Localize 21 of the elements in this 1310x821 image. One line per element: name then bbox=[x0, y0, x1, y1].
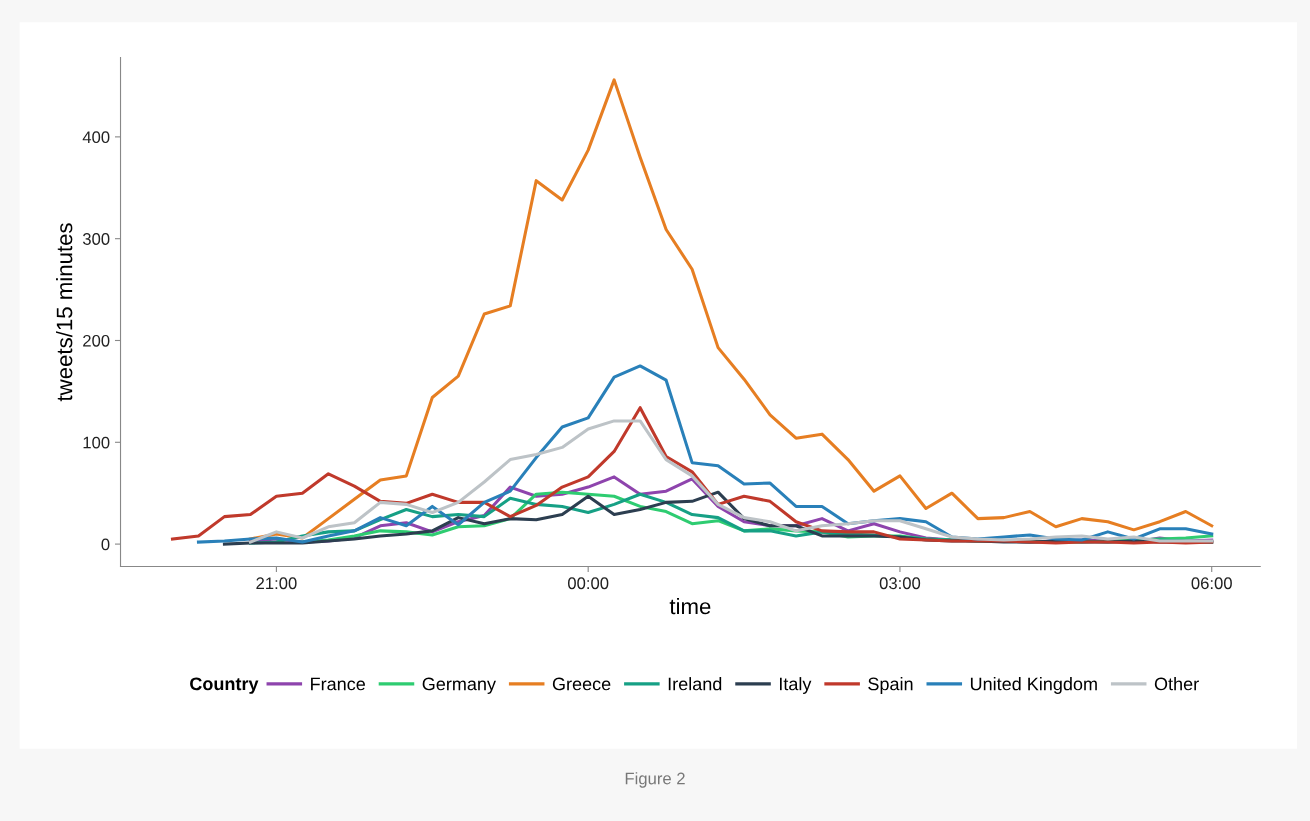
caption: Figure 2 bbox=[625, 772, 685, 788]
y-tick-label: 100 bbox=[83, 436, 110, 449]
legend-label: France bbox=[311, 677, 365, 691]
legend-label: Other bbox=[1154, 677, 1199, 691]
x-tick-label: 21:00 bbox=[256, 577, 297, 590]
x-tick-label: 03:00 bbox=[879, 577, 921, 590]
legend-label: Ireland bbox=[668, 677, 722, 691]
y-tick-label: 300 bbox=[82, 233, 110, 245]
legend-label: Greece bbox=[552, 677, 611, 691]
legend-label: Spain bbox=[868, 677, 913, 694]
y-axis-title: tweets/15 minutes bbox=[56, 223, 73, 402]
x-tick-label: 06:00 bbox=[1191, 577, 1232, 590]
y-tick-label: 400 bbox=[82, 131, 110, 144]
x-tick-label: 00:00 bbox=[567, 577, 609, 590]
legend-label: Germany bbox=[422, 677, 496, 694]
y-tick-label: 200 bbox=[83, 334, 110, 347]
legend-title: Country bbox=[190, 677, 259, 694]
legend-label: United Kingdom bbox=[970, 677, 1097, 694]
x-axis-title: time bbox=[669, 598, 711, 615]
legend-label: Italy bbox=[779, 677, 812, 694]
y-tick-label: 0 bbox=[101, 538, 110, 551]
